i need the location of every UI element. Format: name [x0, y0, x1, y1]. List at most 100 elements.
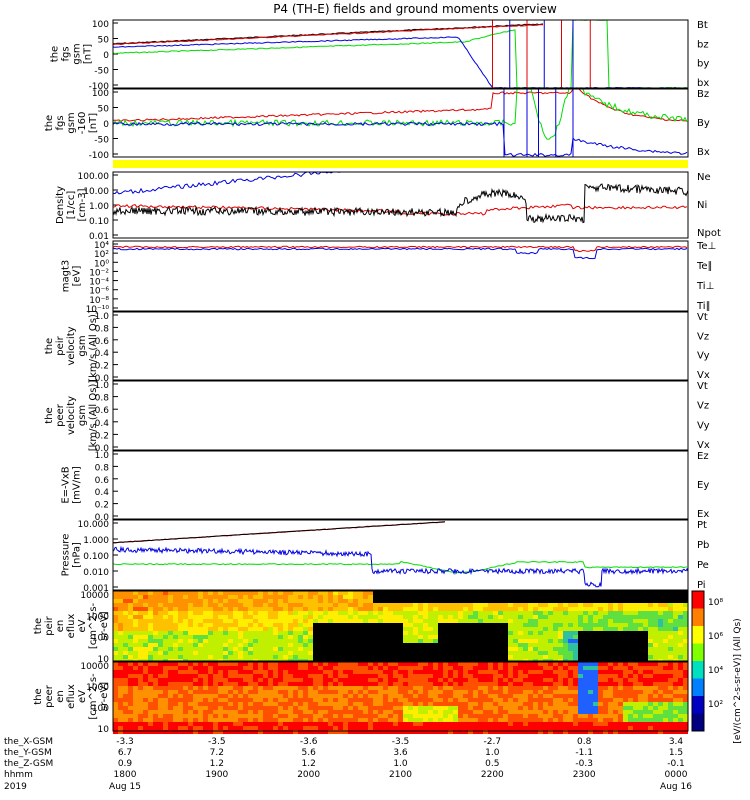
peer-spectrogram-cell: [573, 670, 578, 674]
peir-spectrogram-cell: [358, 639, 363, 643]
peir-spectrogram-cell: [658, 627, 663, 631]
peer-spectrogram-cell: [678, 690, 683, 694]
peir-spectrogram-cell: [288, 639, 293, 643]
peer-spectrogram-cell: [383, 706, 388, 710]
peer-spectrogram-cell: [198, 718, 203, 722]
peer-spectrogram-cell: [598, 690, 603, 694]
peir-spectrogram-cell: [138, 651, 143, 655]
peer-spectrogram-cell: [663, 674, 668, 678]
peir-spectrogram-cell: [668, 591, 673, 595]
peer-spectrogram-cell: [663, 726, 668, 730]
peer-spectrogram-cell: [538, 690, 543, 694]
peir-spectrogram-cell: [418, 595, 423, 599]
peir-spectrogram-cell: [243, 655, 248, 659]
peir-spectrogram-cell: [233, 611, 238, 615]
peir-spectrogram-cell: [553, 591, 558, 595]
peir-spectrogram-cell: [183, 611, 188, 615]
peer-spectrogram-cell: [478, 674, 483, 678]
peir-spectrogram-cell: [213, 599, 218, 603]
peer-spectrogram-cell: [258, 714, 263, 718]
peir-spectrogram-cell: [448, 615, 453, 619]
peer-spectrogram-cell: [418, 678, 423, 682]
peer-spectrogram-cell: [263, 682, 268, 686]
peer-spectrogram-cell: [428, 686, 433, 690]
peer-spectrogram-cell: [358, 714, 363, 718]
peer-spectrogram-cell: [663, 694, 668, 698]
peir-spectrogram-cell: [353, 615, 358, 619]
peer-spectrogram-cell: [143, 718, 148, 722]
peer-spectrogram-cell: [403, 714, 408, 718]
peer-spectrogram-cell: [543, 682, 548, 686]
peer-spectrogram-cell: [198, 722, 203, 726]
peer-spectrogram-cell: [143, 662, 148, 666]
peir-spectrogram-cell: [348, 611, 353, 615]
peir-spectrogram-cell: [683, 607, 688, 611]
peer-spectrogram-cell: [423, 690, 428, 694]
peir-spectrogram-cell: [443, 595, 448, 599]
peir-spectrogram-cell: [213, 631, 218, 635]
peir-spectrogram-cell: [158, 595, 163, 599]
peer-spectrogram-cell: [278, 710, 283, 714]
peir-spectrogram-cell: [193, 611, 198, 615]
peer-spectrogram-cell: [643, 698, 648, 702]
peir-spectrogram-cell: [563, 591, 568, 595]
peir-spectrogram-cell: [273, 619, 278, 623]
peer-spectrogram-cell: [648, 670, 653, 674]
peir-spectrogram-cell: [163, 603, 168, 607]
peir-spectrogram-cell: [483, 615, 488, 619]
peir-spectrogram-cell: [293, 603, 298, 607]
peir-spectrogram-cell: [428, 623, 433, 627]
peer-spectrogram-cell: [183, 686, 188, 690]
peer-spectrogram-cell: [163, 690, 168, 694]
peir-spectrogram-cell: [343, 603, 348, 607]
peer-spectrogram-cell: [143, 690, 148, 694]
peir-spectrogram-cell: [478, 599, 483, 603]
peer-spectrogram-cell: [513, 710, 518, 714]
peir-spectrogram-cell: [208, 599, 213, 603]
peer-spectrogram-cell: [528, 722, 533, 726]
peer-spectrogram-cell: [353, 730, 358, 734]
peer-spectrogram-cell: [533, 682, 538, 686]
peir-spectrogram-cell: [483, 639, 488, 643]
peir-spectrogram-cell: [153, 647, 158, 651]
peer-spectrogram-cell: [328, 666, 333, 670]
peir-spectrogram-cell: [648, 647, 653, 651]
peir-spectrogram-cell: [508, 651, 513, 655]
peer-spectrogram-cell: [598, 698, 603, 702]
peer-spectrogram-cell: [553, 670, 558, 674]
peir-spectrogram-cell: [548, 635, 553, 639]
peir-spectrogram-cell: [558, 651, 563, 655]
peer-spectrogram-cell: [203, 662, 208, 666]
peir-spectrogram-cell: [633, 607, 638, 611]
peer-spectrogram-cell: [208, 718, 213, 722]
peir-spectrogram-cell: [393, 631, 398, 635]
peer-spectrogram-cell: [168, 714, 173, 718]
peir-spectrogram-cell: [593, 655, 598, 659]
peir-spectrogram-cell: [198, 635, 203, 639]
peer-spectrogram-cell: [138, 710, 143, 714]
peir-spectrogram-cell: [503, 635, 508, 639]
peer-spectrogram-cell: [578, 722, 583, 726]
peir-spectrogram-cell: [423, 611, 428, 615]
peir-spectrogram-cell: [588, 631, 593, 635]
peir-spectrogram-cell: [493, 631, 498, 635]
by-line: [112, 19, 688, 89]
peir-spectrogram-cell: [288, 619, 293, 623]
peer-spectrogram-cell: [178, 694, 183, 698]
peir-spectrogram-cell: [218, 599, 223, 603]
peir-spectrogram-cell: [358, 607, 363, 611]
peer-spectrogram-cell: [373, 678, 378, 682]
peer-spectrogram-cell: [393, 706, 398, 710]
peer-spectrogram-cell: [253, 714, 258, 718]
peer-spectrogram-cell: [458, 730, 463, 734]
peir-spectrogram-cell: [423, 591, 428, 595]
peir-spectrogram-cell: [383, 639, 388, 643]
peir-spectrogram-cell: [413, 643, 418, 647]
peer-spectrogram-cell: [653, 670, 658, 674]
peer-spectrogram-cell: [568, 682, 573, 686]
peer-spectrogram-cell: [543, 690, 548, 694]
peir-spectrogram-cell: [518, 643, 523, 647]
peir-spectrogram-cell: [238, 595, 243, 599]
peir-spectrogram-cell: [393, 623, 398, 627]
peer-spectrogram-cell: [408, 682, 413, 686]
